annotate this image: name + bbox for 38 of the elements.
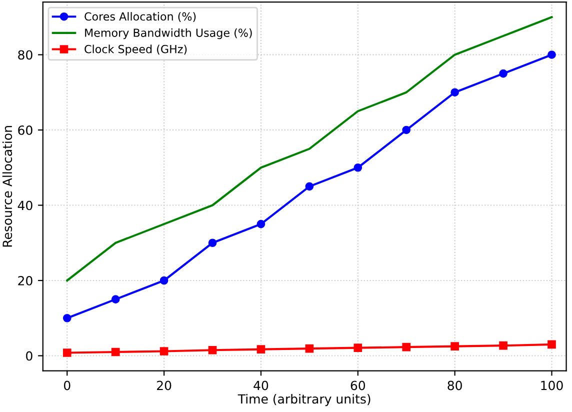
legend-label: Clock Speed (GHz): [84, 44, 187, 56]
point: [256, 345, 266, 354]
point: [305, 182, 314, 191]
point: [305, 344, 314, 353]
point: [402, 342, 411, 352]
point: [450, 342, 459, 351]
point: [354, 163, 362, 172]
y-tick-label: 40: [18, 200, 32, 210]
y-tick-label: 60: [18, 125, 32, 135]
point: [208, 238, 217, 248]
x-tick-label: 40: [254, 380, 268, 390]
point: [62, 314, 72, 322]
legend-label: Cores Allocation (%): [84, 12, 196, 22]
x-axis-title: Time (arbitrary units): [238, 394, 370, 406]
x-tick-label: 60: [350, 380, 366, 390]
point: [160, 276, 168, 285]
y-axis-title: Resource Allocation: [2, 126, 12, 247]
x-tick-label: 20: [157, 380, 172, 390]
point: [548, 340, 556, 349]
x-tick-label: 80: [448, 380, 462, 390]
point: [62, 348, 72, 357]
y-tick-label: 80: [18, 50, 32, 60]
point: [354, 344, 362, 352]
point: [160, 347, 168, 356]
point: [450, 88, 459, 97]
point: [256, 220, 266, 228]
point: [111, 295, 120, 304]
point: [111, 348, 120, 356]
y-tick-label: 0: [26, 351, 32, 361]
x-tick-label: 0: [64, 380, 70, 390]
x-tick-label: 100: [541, 380, 563, 390]
point: [208, 346, 217, 354]
legend-label: Memory Bandwidth Usage (%): [85, 28, 252, 40]
point: [499, 69, 508, 78]
point: [499, 341, 508, 350]
point: [548, 50, 556, 59]
point: [402, 126, 411, 134]
y-tick-label: 20: [18, 276, 32, 286]
